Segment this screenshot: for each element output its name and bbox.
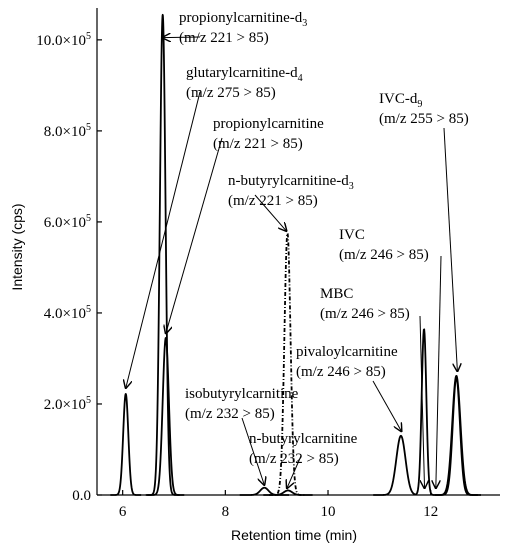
- annotation-arrow: [126, 91, 201, 388]
- x-tick-label: 8: [222, 504, 230, 520]
- annotation-arrow: [419, 315, 425, 488]
- x-tick-label: 12: [423, 504, 438, 520]
- y-tick-label: 8.0×105: [44, 122, 91, 140]
- annotation-text: (m/z 246 > 85): [296, 364, 386, 380]
- y-tick-label: 0.0: [72, 488, 91, 504]
- trace-8: [434, 376, 479, 496]
- annotation-text: (m/z 232 > 85): [185, 406, 275, 422]
- annotation-text: n-butyrylcarnitine: [249, 431, 358, 447]
- annotation-text: IVC-d9: [379, 91, 422, 110]
- annotation-text: propionylcarnitine-d3: [179, 10, 307, 29]
- annotation-arrow: [287, 455, 302, 488]
- y-tick-label: 4.0×105: [44, 304, 91, 322]
- annotation-text: MBC: [320, 286, 353, 302]
- y-axis-label: Intensity (cps): [9, 203, 25, 290]
- y-tick-label: 2.0×105: [44, 395, 91, 413]
- annotation-text: pivaloylcarnitine: [296, 344, 398, 360]
- annotation-text: (m/z 232 > 85): [249, 451, 339, 467]
- annotation-arrow: [372, 380, 401, 431]
- trace-3: [146, 337, 186, 496]
- x-tick-label: 6: [119, 504, 127, 520]
- annotation-arrow: [443, 127, 457, 371]
- trace-group: [109, 13, 482, 496]
- annotation-text: n-butyrylcarnitine-d3: [228, 173, 354, 192]
- annotation-text: (m/z 221 > 85): [213, 136, 303, 152]
- annotation-arrow: [163, 37, 201, 38]
- y-tick-label: 10.0×105: [36, 31, 91, 49]
- annotation-text: (m/z 255 > 85): [379, 111, 469, 127]
- annotation-text: IVC: [339, 227, 365, 243]
- trace-2: [109, 393, 142, 496]
- annotation-text: (m/z 246 > 85): [320, 306, 410, 322]
- x-tick-label: 10: [321, 504, 336, 520]
- axes: 0.0 2.0×105 4.0×105 6.0×105 8.0×105 10.0×105 6…: [36, 8, 500, 520]
- trace-5: [239, 486, 290, 496]
- annotation-group: propionylcarnitine-d3(m/z 221 > 85)gluta…: [126, 10, 469, 488]
- annotation-arrow: [436, 255, 442, 488]
- annotation-text: propionylcarnitine: [213, 116, 324, 132]
- annotation-arrow: [254, 194, 286, 231]
- annotation-text: (m/z 275 > 85): [186, 85, 276, 101]
- annotation-arrow: [241, 417, 264, 485]
- annotation-text: (m/z 221 > 85): [179, 30, 269, 46]
- annotation-text: glutarylcarnitine-d4: [186, 65, 303, 84]
- y-tick-label: 6.0×105: [44, 213, 91, 231]
- annotation-text: (m/z 246 > 85): [339, 247, 429, 263]
- annotation-text: (m/z 221 > 85): [228, 193, 318, 209]
- annotation-arrow: [166, 137, 223, 333]
- x-axis-label: Retention time (min): [231, 527, 357, 543]
- annotation-text: isobutyrylcarnitine: [185, 386, 299, 402]
